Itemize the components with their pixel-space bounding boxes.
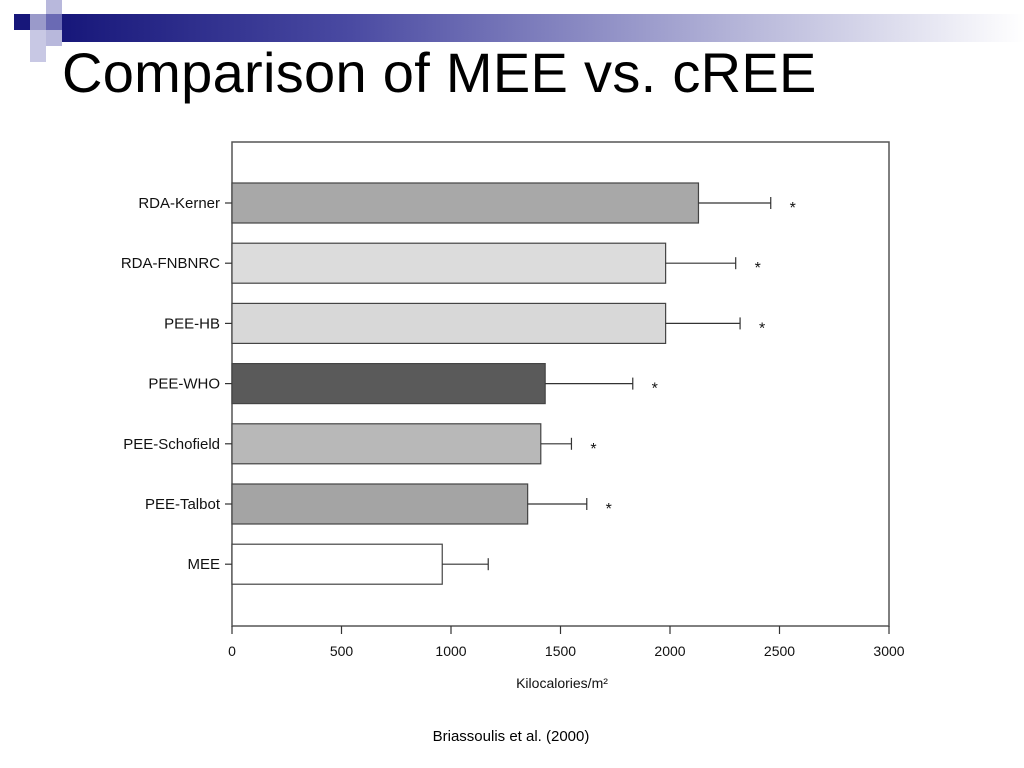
bar [231,543,443,585]
bar [231,483,529,525]
x-tick-label: 0 [228,643,236,659]
x-tick-label: 2500 [764,643,795,659]
category-label: RDA-Kerner [138,195,220,212]
deco-square-mid [30,14,46,30]
bar [231,423,542,465]
category-label: PEE-Talbot [145,496,221,513]
bar [231,182,700,224]
category-label: MEE [187,556,220,573]
significance-marker: * [606,501,612,518]
source-caption: Briassoulis et al. (2000) [0,728,1024,745]
bar [231,363,546,405]
significance-marker: * [652,381,658,398]
axis-layer: RDA-Kerner RDA-FNBNRC PEE-HB PEE-WHO PEE-Sch… [121,195,905,659]
category-label: PEE-WHO [148,376,220,393]
deco-square-mid [46,14,62,30]
caption-text: Briassoulis et al. (2000) [432,728,590,745]
category-label: RDA-FNBNRC [121,255,220,272]
slide-title: Comparison of MEE vs. cREE [62,41,817,104]
bars-layer: * * * * * * [231,182,796,585]
x-tick-label: 3000 [873,643,904,659]
header-accent-bar [62,14,1024,42]
deco-square-light [30,46,46,62]
bar [231,242,667,284]
category-label: PEE-Schofield [123,436,220,453]
x-tick-label: 500 [330,643,354,659]
significance-marker: * [590,441,596,458]
significance-marker: * [790,200,796,217]
bar [231,302,667,344]
significance-marker: * [755,260,761,277]
category-label: PEE-HB [164,315,220,332]
deco-square-dark [14,14,30,30]
significance-marker: * [759,320,765,337]
x-tick-label: 2000 [654,643,685,659]
deco-square-light [46,30,62,46]
deco-square-light [46,0,62,14]
x-tick-label: 1500 [545,643,576,659]
deco-square-light [30,30,46,46]
x-axis-label: Kilocalories/m² [516,675,608,691]
x-tick-label: 1000 [435,643,466,659]
